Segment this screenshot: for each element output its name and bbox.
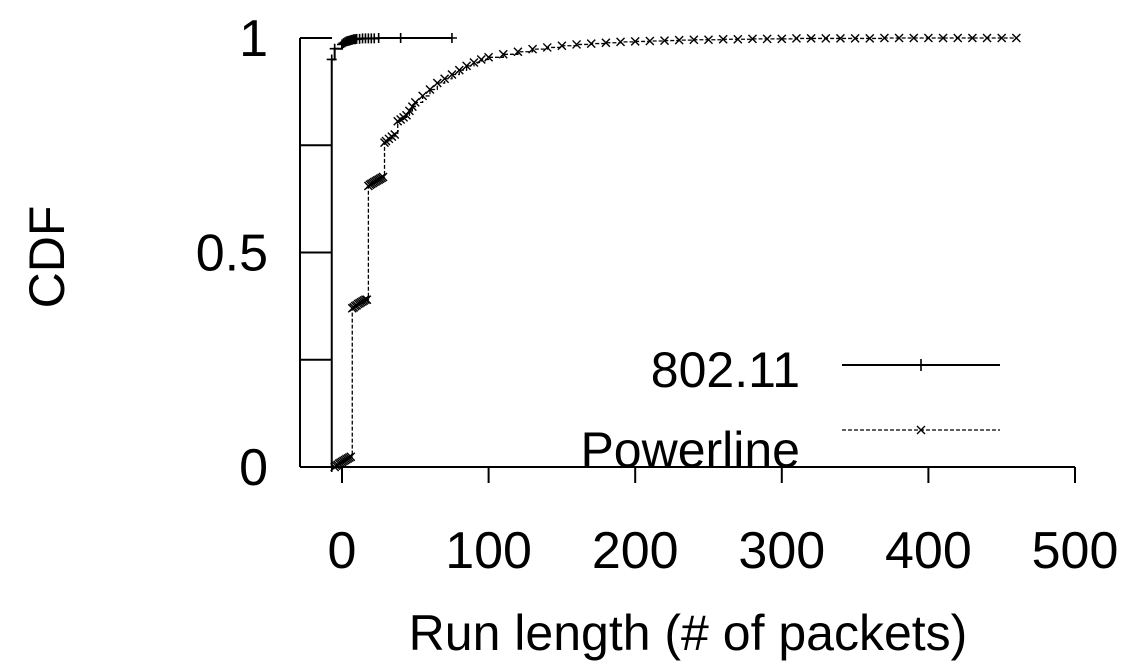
- data-point: [704, 35, 713, 45]
- data-point: [329, 43, 340, 54]
- y-tick-label: 0.5: [196, 225, 268, 283]
- data-point: [407, 102, 417, 112]
- data-point: [476, 54, 486, 64]
- data-point: [513, 47, 523, 57]
- x-tick-label: 100: [445, 522, 532, 580]
- series-line: [330, 37, 452, 467]
- data-point: [806, 33, 816, 43]
- data-point: [418, 91, 428, 101]
- data-point: [923, 33, 933, 43]
- x-tick-label: 400: [885, 522, 972, 580]
- x-tick-label: 200: [592, 522, 679, 580]
- data-point: [346, 452, 356, 462]
- data-point: [967, 33, 977, 43]
- x-tick-label: 300: [738, 522, 825, 580]
- data-point: [484, 52, 494, 62]
- data-point: [469, 57, 479, 67]
- data-point: [791, 33, 801, 43]
- data-point: [718, 34, 728, 44]
- data-point: [916, 425, 926, 435]
- data-point: [865, 33, 875, 43]
- data-point: [528, 44, 538, 54]
- data-point: [360, 295, 370, 305]
- data-point: [894, 33, 904, 43]
- data-point: [850, 33, 860, 43]
- data-point: [909, 33, 919, 43]
- data-point: [395, 33, 406, 43]
- data-point: [747, 34, 757, 44]
- data-point: [997, 33, 1007, 43]
- data-point: [432, 78, 442, 88]
- data-point: [762, 34, 772, 44]
- data-point: [982, 33, 992, 43]
- data-point: [733, 34, 743, 44]
- y-axis: 00.51: [196, 10, 332, 497]
- x-axis: 0 100 200 300 400 500: [328, 467, 1119, 580]
- series-powerline: [330, 33, 1021, 472]
- data-point: [821, 33, 831, 43]
- data-point: [601, 38, 611, 48]
- y-tick-label: 0: [239, 439, 268, 497]
- data-point: [454, 65, 464, 75]
- legend-entry: Powerline: [580, 422, 1000, 478]
- data-point: [953, 33, 963, 43]
- data-point: [498, 49, 508, 59]
- data-point: [586, 39, 596, 49]
- legend-label: Powerline: [580, 422, 800, 478]
- data-point: [378, 172, 388, 182]
- data-point: [630, 36, 640, 46]
- data-point: [557, 41, 567, 51]
- data-point: [440, 74, 450, 84]
- series-line: [334, 37, 1017, 468]
- x-tick-label: 500: [1032, 522, 1119, 580]
- data-point: [446, 33, 457, 43]
- y-axis-title: CDF: [19, 206, 75, 309]
- data-point: [879, 33, 889, 43]
- data-point: [915, 359, 927, 371]
- data-point: [390, 130, 400, 140]
- x-tick-label: 0: [328, 522, 357, 580]
- data-point: [404, 106, 414, 116]
- data-point: [572, 39, 582, 49]
- data-point: [674, 35, 684, 45]
- data-point: [777, 34, 787, 44]
- data-point: [689, 35, 699, 45]
- series-802-11: [326, 33, 457, 472]
- data-point: [616, 37, 626, 47]
- data-point: [362, 295, 372, 305]
- data-point: [373, 33, 384, 43]
- data-point: [462, 61, 472, 71]
- data-point: [1011, 33, 1021, 43]
- data-point: [660, 36, 670, 46]
- legend-entry: 802.11: [651, 342, 1000, 398]
- series-layer: [326, 33, 1021, 472]
- data-point: [645, 36, 655, 46]
- data-point: [447, 69, 457, 79]
- data-point: [542, 42, 552, 52]
- legend-label: 802.11: [651, 342, 800, 398]
- data-point: [410, 97, 420, 107]
- data-point: [326, 54, 337, 65]
- data-point: [938, 33, 948, 43]
- data-point: [835, 33, 845, 43]
- y-tick-label: 1: [239, 10, 268, 68]
- data-point: [425, 84, 435, 94]
- x-axis-title: Run length (# of packets): [409, 605, 968, 661]
- legend: 802.11 Powerline: [580, 342, 1000, 478]
- data-point: [402, 110, 411, 120]
